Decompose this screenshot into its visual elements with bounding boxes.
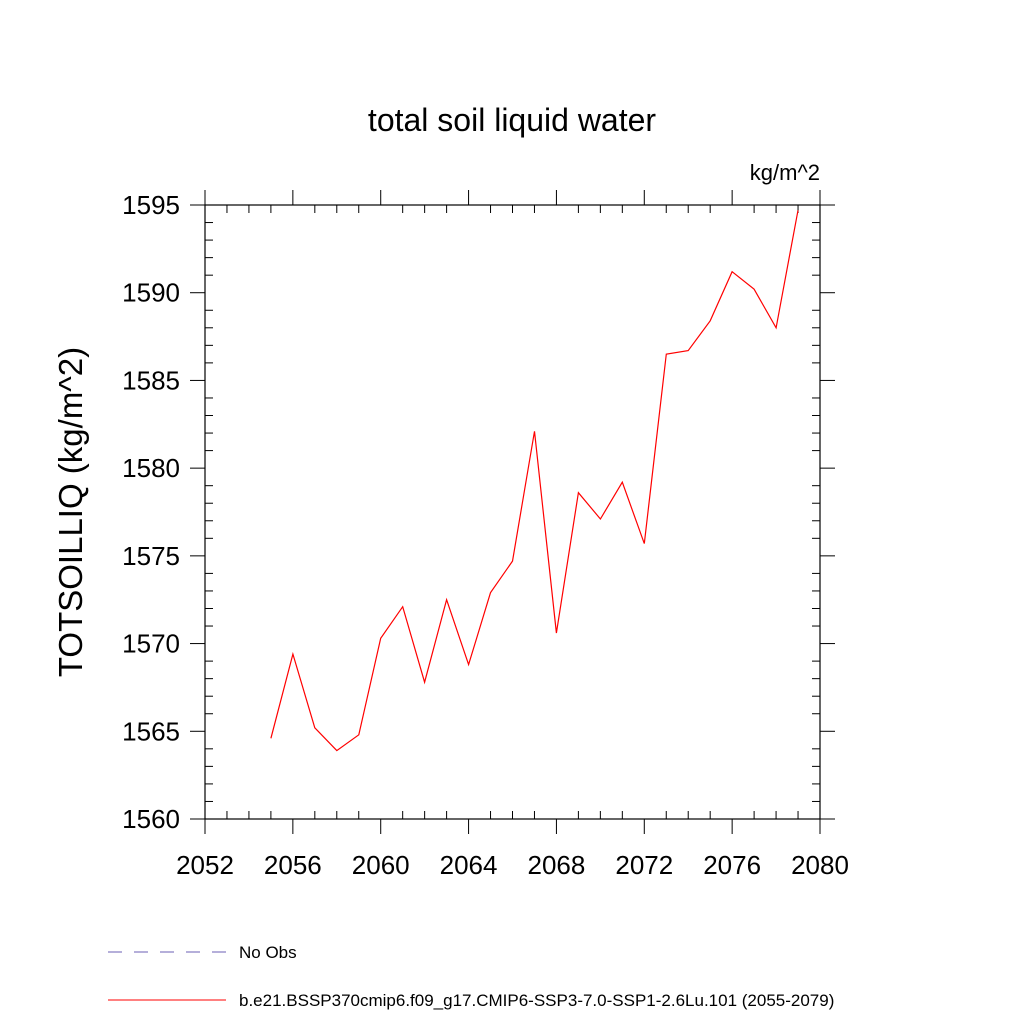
y-tick-label: 1580 bbox=[122, 453, 180, 483]
x-tick-label: 2064 bbox=[440, 850, 498, 880]
plot-frame bbox=[204, 204, 821, 820]
legend: No Obs b.e21.BSSP370cmip6.f09_g17.CMIP6-S… bbox=[108, 943, 834, 1010]
chart-title: total soil liquid water bbox=[368, 102, 656, 138]
series-line bbox=[270, 210, 799, 752]
series-layer bbox=[270, 210, 799, 752]
y-tick-label: 1565 bbox=[122, 716, 180, 746]
x-tick-label: 2076 bbox=[703, 850, 761, 880]
x-tick-label: 2072 bbox=[615, 850, 673, 880]
x-tick-label: 2052 bbox=[176, 850, 234, 880]
x-tick-label: 2068 bbox=[528, 850, 586, 880]
x-tick-label: 2060 bbox=[352, 850, 410, 880]
y-tick-label: 1575 bbox=[122, 541, 180, 571]
axis-ticks bbox=[190, 190, 835, 834]
y-tick-label: 1595 bbox=[122, 190, 180, 220]
y-tick-label: 1585 bbox=[122, 365, 180, 395]
y-tick-label: 1560 bbox=[122, 804, 180, 834]
x-tick-label: 2080 bbox=[791, 850, 849, 880]
y-tick-label: 1590 bbox=[122, 278, 180, 308]
legend-label: b.e21.BSSP370cmip6.f09_g17.CMIP6-SSP3-7.… bbox=[239, 991, 834, 1010]
units-label: kg/m^2 bbox=[750, 160, 820, 185]
x-tick-label: 2056 bbox=[264, 850, 322, 880]
legend-label: No Obs bbox=[239, 943, 297, 962]
y-axis-label: TOTSOILLIQ (kg/m^2) bbox=[52, 347, 89, 677]
y-tick-label: 1570 bbox=[122, 629, 180, 659]
tick-labels: 2052 2056 2060 2064 2068 2072 2076 2080 1560 1565… bbox=[122, 190, 849, 880]
